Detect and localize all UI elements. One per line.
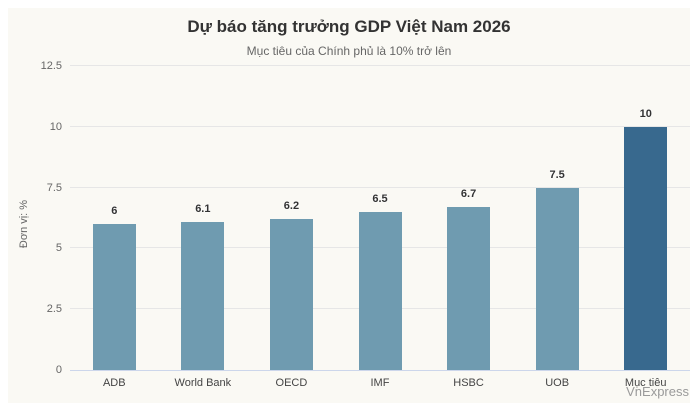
bar-oecd[interactable] xyxy=(269,219,313,370)
y-tick-label-5: 5 xyxy=(55,242,62,255)
bar-value-label: 6.1 xyxy=(195,202,211,215)
y-tick-label-2.5: 2.5 xyxy=(46,303,62,316)
x-tick-label-mục-tiêu: Mục tiêu xyxy=(624,377,667,389)
x-tick-label-adb: ADB xyxy=(102,377,126,389)
bar-uob[interactable] xyxy=(535,187,579,370)
gridline-12.5 xyxy=(70,65,690,66)
credits-link[interactable]: VnExpress xyxy=(626,384,689,399)
gridline-10 xyxy=(70,125,690,127)
bar-value-label: 6.5 xyxy=(372,192,388,205)
x-tick-label-oecd: OECD xyxy=(275,377,308,389)
bar-value-label: 6.2 xyxy=(283,200,300,213)
bar-adb[interactable] xyxy=(92,224,136,370)
x-tick-label-hsbc: HSBC xyxy=(453,377,484,389)
bar-hsbc[interactable] xyxy=(447,207,491,370)
bar-value-label: 7.5 xyxy=(549,168,565,181)
y-tick-label-0: 0 xyxy=(55,364,62,376)
bar-value-label: 10 xyxy=(639,107,652,120)
chart-title: Dự báo tăng trưởng GDP Việt Nam 2026 xyxy=(187,17,511,36)
y-tick-label-7.5: 7.5 xyxy=(46,181,62,194)
bar-value-label: 6 xyxy=(111,205,118,218)
plot-area xyxy=(70,65,690,371)
y-tick-label-12.5: 12.5 xyxy=(40,60,62,72)
bar-imf[interactable] xyxy=(358,211,402,370)
bar-mục-tiêu[interactable] xyxy=(624,126,668,370)
chart-subtitle: Mục tiêu của Chính phủ là 10% trở lên xyxy=(246,44,452,58)
gridline-7.5 xyxy=(70,186,690,188)
x-tick-label-imf: IMF xyxy=(370,377,390,389)
bar-value-label: 6.7 xyxy=(460,188,477,201)
gdp-forecast-chart: Dự báo tăng trưởng GDP Việt Nam 2026 Mục… xyxy=(8,8,690,403)
y-tick-label-10: 10 xyxy=(49,120,62,133)
bar-world-bank[interactable] xyxy=(181,221,225,370)
x-tick-label-world-bank: World Bank xyxy=(174,377,232,389)
x-tick-label-uob: UOB xyxy=(545,377,570,389)
